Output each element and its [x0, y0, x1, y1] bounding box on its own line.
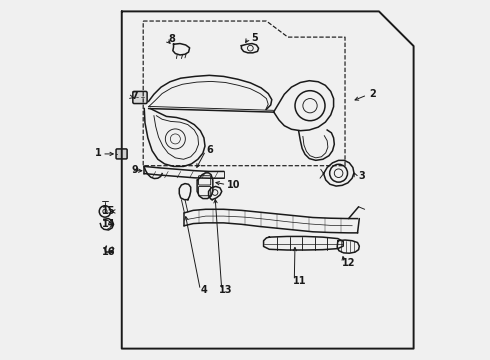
FancyBboxPatch shape	[198, 176, 211, 185]
Text: 11: 11	[293, 276, 307, 286]
Text: 1: 1	[95, 148, 101, 158]
Text: 8: 8	[169, 34, 175, 44]
Text: 3: 3	[358, 171, 365, 181]
Text: 4: 4	[200, 285, 207, 295]
FancyBboxPatch shape	[133, 91, 147, 104]
Text: 14: 14	[102, 219, 115, 229]
Text: 15: 15	[102, 206, 115, 216]
Text: 7: 7	[132, 91, 138, 101]
Text: 10: 10	[227, 180, 240, 190]
Text: 12: 12	[342, 258, 355, 268]
Text: 9: 9	[132, 165, 138, 175]
Text: 13: 13	[219, 285, 232, 295]
Text: 16: 16	[102, 247, 115, 257]
Text: 6: 6	[207, 145, 213, 155]
FancyBboxPatch shape	[116, 149, 127, 159]
FancyBboxPatch shape	[198, 186, 211, 196]
Text: 2: 2	[369, 89, 376, 99]
Text: 5: 5	[251, 33, 258, 43]
